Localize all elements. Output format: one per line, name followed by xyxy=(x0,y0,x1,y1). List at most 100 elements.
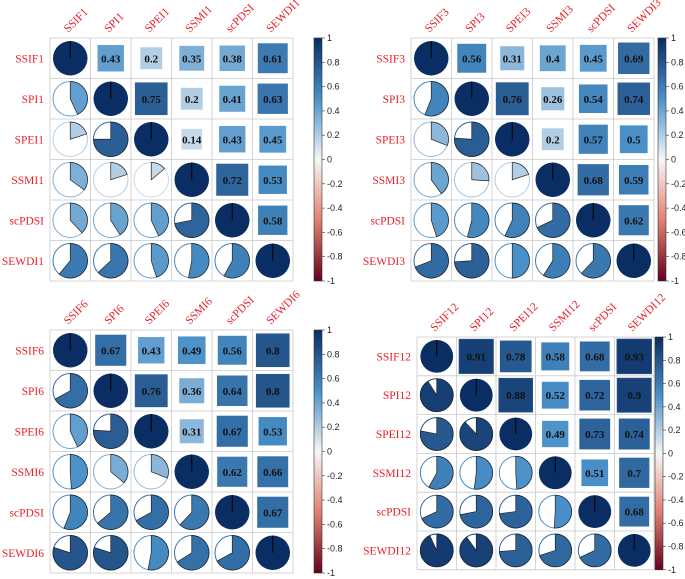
corr-square xyxy=(619,457,650,488)
row-label: SPI12 xyxy=(383,390,411,402)
column-label: SEWDI6 xyxy=(264,289,302,327)
colorbar xyxy=(657,37,667,282)
pie-slice xyxy=(459,494,493,529)
colorbar-tick-label: 0.2 xyxy=(671,130,684,140)
row-label: SEWDI1 xyxy=(2,256,44,268)
pie-slice xyxy=(499,533,533,568)
pie-slice xyxy=(150,243,169,278)
pie-slice xyxy=(536,202,571,238)
colorbar-tick-label: -0.6 xyxy=(327,519,343,529)
corr-square xyxy=(618,42,650,74)
corr-square xyxy=(258,205,288,235)
corr-square xyxy=(541,87,565,111)
column-label: SSIF3 xyxy=(423,6,452,35)
corr-square xyxy=(219,85,246,112)
column-label: SEWDI12 xyxy=(626,292,669,335)
column-label: SSMI1 xyxy=(183,3,215,35)
corr-square xyxy=(179,419,204,444)
colorbar-tick-label: -0.6 xyxy=(671,227,685,237)
pie-slice xyxy=(499,494,533,529)
corr-square xyxy=(578,124,608,154)
corr-value-label: 0.5 xyxy=(627,134,641,146)
pie-slice xyxy=(430,202,449,238)
corr-square xyxy=(258,417,287,446)
colorbar-tick-label: 0.8 xyxy=(327,57,340,67)
corr-panel-1: SSIF1 SSIF1 SPI1 SPI1 SPEI1 SPEI1 SSMI1 SSMI1 sc… xyxy=(2,0,343,286)
corr-value-label: 0.26 xyxy=(543,94,563,106)
corr-value-label: 0.8 xyxy=(266,345,280,357)
corr-square xyxy=(541,381,569,409)
corr-square xyxy=(216,163,249,196)
colorbar-tick-label: 0.8 xyxy=(327,349,340,359)
colorbar-tick-label: 1 xyxy=(327,325,332,335)
corr-square xyxy=(541,342,570,371)
column-label: scPDSI xyxy=(585,2,618,35)
corr-value-label: 0.8 xyxy=(266,386,280,398)
pie-slice xyxy=(147,535,169,571)
corr-value-label: 0.76 xyxy=(142,386,162,398)
corr-square xyxy=(219,45,245,71)
column-label: scPDSI xyxy=(224,294,257,327)
corr-square xyxy=(618,205,649,236)
corr-square xyxy=(616,377,652,413)
corr-value-label: 0.45 xyxy=(584,53,604,65)
pie-slice xyxy=(580,243,611,279)
corr-square xyxy=(539,45,566,72)
pie-slice xyxy=(419,378,454,412)
corr-value-label: 0.31 xyxy=(182,426,201,438)
corr-value-label: 0.64 xyxy=(223,386,243,398)
row-label: SSMI1 xyxy=(11,175,44,187)
colorbar-tick-label: 0.6 xyxy=(327,374,340,384)
corr-value-label: 0.76 xyxy=(503,94,523,106)
corr-value-label: 0.72 xyxy=(223,175,243,187)
colorbar xyxy=(313,329,323,574)
colorbar-tick-label: -0.6 xyxy=(327,227,343,237)
corr-value-label: 0.36 xyxy=(182,386,202,398)
corr-value-label: 0.66 xyxy=(263,467,283,479)
corr-square xyxy=(619,496,650,527)
pie-slice xyxy=(454,243,490,279)
colorbar-tick-label: -0.8 xyxy=(327,252,343,262)
row-label: SPEI1 xyxy=(15,134,45,146)
colorbar-tick-label: 0.4 xyxy=(668,402,681,412)
pie-slice xyxy=(110,454,129,484)
corr-square xyxy=(578,84,608,114)
pie-slice xyxy=(459,417,493,451)
colorbar-tick-label: 0 xyxy=(671,155,676,165)
pie-slice xyxy=(424,81,449,117)
pie-slice xyxy=(504,202,530,238)
column-label: SPI12 xyxy=(468,306,497,335)
column-label: SSIF6 xyxy=(62,298,91,327)
colorbar-tick-label: -0.8 xyxy=(668,542,684,552)
corr-value-label: 0.53 xyxy=(263,426,283,438)
corr-value-label: 0.75 xyxy=(142,94,162,106)
corr-square xyxy=(180,87,203,110)
corr-value-label: 0.2 xyxy=(144,53,158,65)
pie-slice xyxy=(93,535,129,571)
corr-value-label: 0.43 xyxy=(223,134,243,146)
column-label: SPEI12 xyxy=(507,301,541,335)
colorbar xyxy=(313,37,323,282)
corr-value-label: 0.72 xyxy=(585,390,605,402)
colorbar-tick-label: 0 xyxy=(327,447,332,457)
corr-square xyxy=(217,456,248,487)
corr-value-label: 0.68 xyxy=(584,175,604,187)
column-label: SSMI6 xyxy=(183,295,215,327)
corr-value-label: 0.49 xyxy=(182,345,202,357)
corr-square xyxy=(457,43,487,73)
pie-slice xyxy=(579,533,612,568)
row-label: scPDSI xyxy=(9,215,44,227)
pie-slice xyxy=(420,533,454,568)
corr-value-label: 0.51 xyxy=(585,468,604,480)
column-label: SPI1 xyxy=(102,11,126,35)
colorbar-tick-label: -1 xyxy=(327,568,335,578)
row-label: SSMI3 xyxy=(372,175,405,187)
corr-square xyxy=(181,128,203,150)
corr-square xyxy=(458,338,494,374)
pie-slice xyxy=(511,243,530,279)
pie-slice xyxy=(93,121,129,157)
colorbar-tick-label: 0.4 xyxy=(671,106,684,116)
corr-square xyxy=(255,373,290,408)
corr-value-label: 0.67 xyxy=(263,507,283,519)
row-label: SSIF3 xyxy=(376,53,405,65)
